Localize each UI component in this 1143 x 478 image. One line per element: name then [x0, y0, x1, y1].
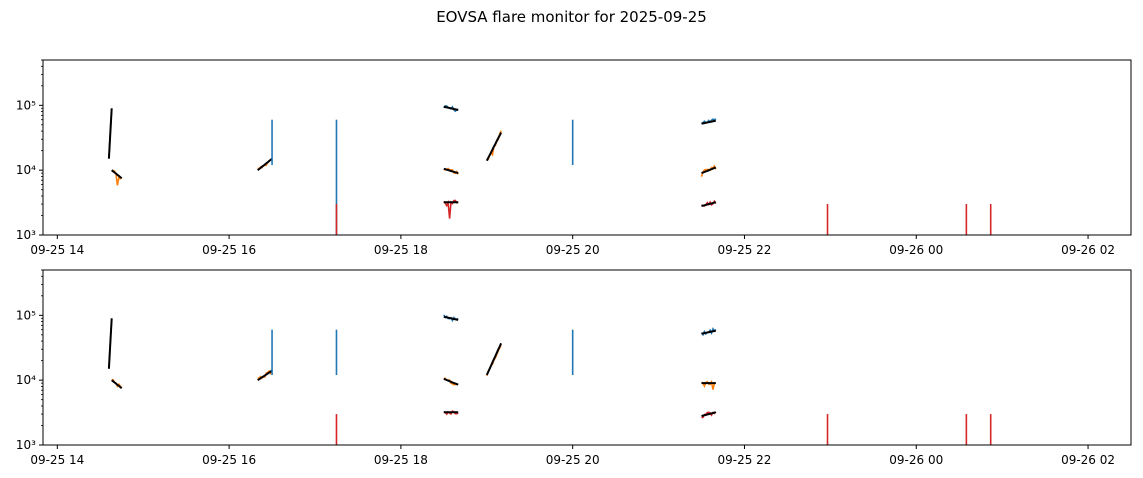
x-tick-label: 09-25 14 — [30, 243, 84, 257]
x-tick-label: 09-26 00 — [889, 243, 943, 257]
series-high-smooth — [109, 317, 991, 369]
plot-area — [109, 106, 991, 235]
x-tick-label: 09-25 22 — [717, 243, 771, 257]
y-tick-label: 10³ — [16, 438, 36, 452]
y-tick-label: 10⁴ — [16, 373, 36, 387]
x-tick-label: 09-25 22 — [717, 453, 771, 467]
series-low-raw — [444, 411, 991, 418]
x-tick-label: 09-25 20 — [546, 243, 600, 257]
series-high-raw — [109, 315, 991, 369]
plot-area — [109, 315, 991, 445]
series-mid-raw — [112, 345, 991, 402]
series-low-raw — [444, 201, 991, 219]
y-tick-label: 10⁵ — [16, 98, 36, 112]
series-high-smooth — [109, 107, 991, 159]
series-low-smooth — [444, 202, 991, 208]
y-tick-label: 10⁴ — [16, 163, 36, 177]
x-tick-label: 09-26 02 — [1061, 453, 1115, 467]
panel-1: 09-25 14 09-25 16 09-25 18 09-25 20 09-25 22… — [16, 59, 1132, 257]
panel-2: 09-25 14 09-25 16 09-25 18 09-25 20 09-25 22… — [16, 269, 1132, 467]
chart-title: EOVSA flare monitor for 2025-09-25 — [436, 8, 707, 26]
y-tick-label: 10³ — [16, 228, 36, 242]
series-mid-smooth — [112, 133, 991, 196]
series-mid-smooth — [112, 343, 991, 402]
series-high-raw — [109, 106, 991, 158]
series-low-smooth — [444, 412, 991, 418]
x-tick-label: 09-25 16 — [202, 453, 256, 467]
x-tick-label: 09-26 00 — [889, 453, 943, 467]
axes-frame — [42, 269, 1132, 446]
x-tick-label: 09-26 02 — [1061, 243, 1115, 257]
y-tick-label: 10⁵ — [16, 308, 36, 322]
axes-frame — [42, 59, 1132, 236]
x-tick-label: 09-25 18 — [374, 243, 428, 257]
x-tick-label: 09-25 14 — [30, 453, 84, 467]
x-tick-label: 09-25 18 — [374, 453, 428, 467]
x-tick-label: 09-25 20 — [546, 453, 600, 467]
series-mid-raw — [112, 131, 991, 196]
x-tick-label: 09-25 16 — [202, 243, 256, 257]
